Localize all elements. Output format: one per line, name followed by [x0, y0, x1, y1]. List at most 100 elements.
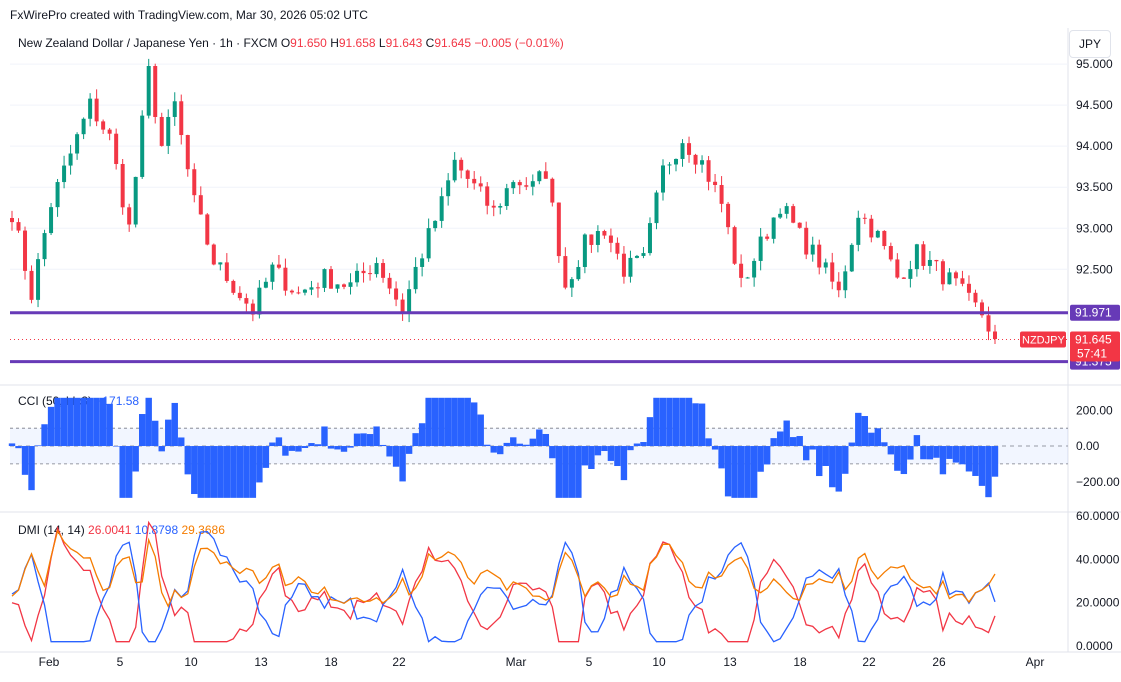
candle — [374, 257, 379, 278]
candle — [947, 268, 952, 285]
cci-bar — [796, 436, 803, 447]
dmi-legend: DMI (14, 14) 26.0041 10.8798 29.3686 — [18, 523, 225, 537]
candle-body — [94, 98, 99, 122]
candle — [459, 157, 464, 179]
candle-body — [882, 230, 887, 247]
cci-bar — [41, 424, 48, 447]
cci-bar — [542, 433, 550, 447]
cci-bar — [15, 446, 22, 449]
candle — [94, 89, 99, 127]
candle — [231, 279, 236, 295]
candle-body — [322, 269, 327, 288]
candles — [10, 58, 997, 344]
cci-bar — [425, 397, 432, 447]
candle — [62, 155, 67, 189]
cci-bar — [555, 446, 563, 498]
candle-body — [940, 261, 945, 285]
candle — [836, 272, 841, 298]
candle-body — [628, 257, 633, 277]
candle-body — [381, 263, 386, 278]
candle — [739, 254, 744, 288]
candle-body — [491, 205, 496, 208]
symbol-name: New Zealand Dollar / Japanese Yen · 1h ·… — [18, 36, 278, 50]
cci-bar — [373, 426, 380, 447]
candle-body — [348, 282, 353, 287]
candle — [921, 241, 926, 270]
time-tick-label: 13 — [254, 655, 268, 669]
candle — [23, 226, 28, 280]
minus-di-value: 10.8798 — [134, 523, 179, 537]
chart-attribution: FxWirePro created with TradingView.com, … — [10, 8, 368, 22]
cci-bar — [28, 446, 35, 491]
candle — [413, 257, 418, 294]
cci-bar — [230, 446, 237, 498]
candle-body — [407, 289, 412, 314]
price-tick-label: 94.500 — [1076, 98, 1113, 112]
cci-bar — [145, 397, 152, 447]
candle-body — [621, 253, 626, 277]
cci-bar — [881, 442, 888, 447]
cci-bar — [8, 443, 16, 447]
candle — [602, 229, 607, 239]
candle — [901, 277, 906, 279]
cci-bar — [809, 446, 816, 450]
candle — [810, 236, 815, 262]
candle-body — [81, 118, 86, 135]
candle-body — [719, 185, 724, 204]
candle-body — [862, 217, 867, 219]
candle-body — [10, 217, 14, 223]
candle-body — [101, 121, 106, 130]
dmi-name: DMI (14, 14) — [18, 523, 85, 537]
cci-bar — [197, 446, 204, 498]
cci-bar — [152, 420, 159, 447]
cci-bar — [757, 446, 764, 472]
candle — [719, 176, 724, 213]
candle — [16, 218, 21, 233]
cci-bar — [692, 403, 699, 447]
candle — [322, 268, 327, 292]
cci-bar — [21, 446, 29, 475]
currency-button[interactable]: JPY — [1069, 30, 1111, 58]
candle-body — [537, 171, 542, 182]
candle-body — [752, 260, 757, 278]
candle — [960, 270, 965, 287]
candle-body — [836, 281, 841, 291]
candle — [315, 282, 320, 298]
candle — [888, 242, 893, 262]
candle — [621, 246, 626, 284]
candle — [153, 63, 158, 124]
low-value: 91.643 — [385, 36, 423, 50]
cci-bar — [705, 438, 712, 447]
cci-bar — [451, 397, 458, 447]
cci-bar — [939, 446, 947, 475]
cci-bar — [295, 446, 302, 452]
candle — [88, 93, 93, 127]
time-tick-label: 26 — [932, 655, 946, 669]
cci-bar — [418, 423, 426, 447]
candle-body — [569, 279, 574, 288]
candle-body — [244, 298, 249, 304]
candle-body — [602, 231, 607, 236]
candle — [309, 280, 314, 296]
candle — [817, 239, 822, 275]
candle-body — [179, 101, 184, 136]
candle-body — [680, 143, 685, 159]
candle-body — [302, 289, 307, 293]
time-tick-label: Apr — [1026, 655, 1045, 669]
candle — [979, 299, 984, 318]
cci-bar — [112, 446, 120, 447]
cci-bar — [477, 414, 484, 447]
cci-bar — [86, 397, 94, 447]
candle — [693, 153, 698, 174]
candle-body — [75, 134, 80, 154]
time-tick-label: 18 — [324, 655, 338, 669]
cci-bar — [549, 446, 556, 459]
candle-body — [263, 281, 268, 288]
candle — [250, 299, 255, 322]
cci-bar — [848, 442, 855, 447]
cci-bar — [256, 446, 263, 483]
candle-body — [765, 236, 770, 239]
cci-bar — [588, 446, 595, 469]
cci-bar — [972, 446, 979, 476]
cci-bar — [262, 446, 270, 468]
